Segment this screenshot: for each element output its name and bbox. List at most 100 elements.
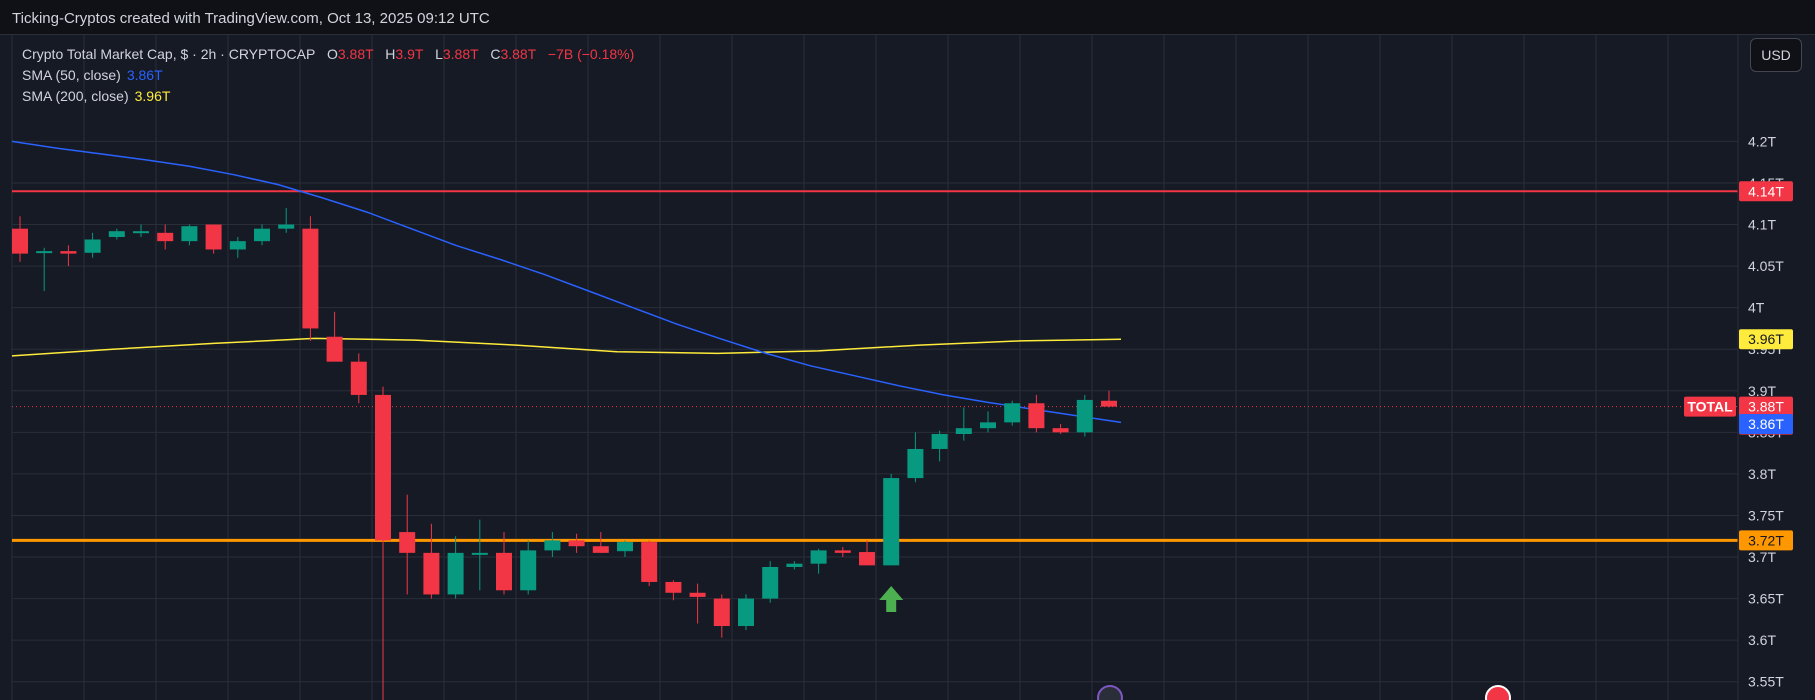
sma200-line bbox=[11, 337, 1122, 357]
candle-body bbox=[665, 581, 682, 593]
candle-body bbox=[1101, 400, 1117, 407]
support-tag: 3.72T bbox=[1748, 532, 1784, 548]
candle-body bbox=[423, 552, 440, 595]
sma200-label: SMA (200, close) bbox=[22, 88, 129, 104]
legend-open-label: O bbox=[326, 46, 338, 62]
candle-body bbox=[883, 478, 900, 566]
legend-high-label: H bbox=[385, 46, 396, 62]
attribution-bar: Ticking-Cryptos created with TradingView… bbox=[0, 0, 1815, 35]
candle-body bbox=[689, 592, 706, 597]
candle-body bbox=[713, 598, 730, 627]
candle-body bbox=[278, 224, 295, 229]
candle-body bbox=[84, 239, 101, 253]
candle-body bbox=[326, 336, 343, 362]
symbol-tag-bg bbox=[1684, 396, 1736, 417]
candle-body bbox=[931, 434, 948, 449]
candle-body bbox=[471, 552, 488, 555]
candle-body bbox=[1028, 403, 1045, 429]
candle-body bbox=[1076, 399, 1093, 433]
moving-averages bbox=[11, 140, 1122, 424]
candle-body bbox=[1004, 403, 1021, 423]
candle-body bbox=[786, 563, 803, 567]
sma200-tag-bg bbox=[1739, 329, 1793, 350]
candle-body bbox=[859, 552, 875, 566]
candle-body bbox=[36, 251, 53, 254]
legend-change: −7B (−0.18%) bbox=[547, 46, 635, 62]
support-tag-bg bbox=[1739, 530, 1793, 551]
candle-body bbox=[181, 226, 198, 242]
y-tick-label: 3.7T bbox=[1748, 549, 1776, 565]
candle-body bbox=[157, 232, 174, 242]
flash-icon bbox=[1097, 685, 1123, 700]
candle-body bbox=[907, 448, 924, 479]
candle-body bbox=[375, 394, 391, 541]
sma50-label: SMA (50, close) bbox=[22, 67, 121, 83]
candle-body bbox=[60, 251, 77, 254]
candle-body bbox=[133, 231, 149, 234]
sma50-tag-bg bbox=[1739, 414, 1793, 435]
sma50-line bbox=[11, 140, 1122, 424]
legend-open-value: 3.88T bbox=[337, 46, 374, 62]
currency-button[interactable]: USD bbox=[1750, 38, 1802, 72]
legend-ohlc-row[interactable]: Crypto Total Market Cap, $ · 2h · CRYPTO… bbox=[22, 44, 634, 65]
candle-body bbox=[108, 231, 125, 237]
legend-high-value: 3.9T bbox=[395, 46, 424, 62]
chart-icons bbox=[879, 586, 1511, 700]
candle-body bbox=[544, 540, 561, 551]
sma200-tag: 3.96T bbox=[1748, 331, 1784, 347]
legend-close-value: 3.88T bbox=[500, 46, 536, 62]
legend-sma50-row[interactable]: SMA (50, close) 3.86T bbox=[22, 65, 634, 86]
attribution-text: Ticking-Cryptos created with TradingView… bbox=[12, 10, 490, 27]
candle-body bbox=[399, 532, 416, 553]
legend-low-value: 3.88T bbox=[442, 46, 479, 62]
candle-body bbox=[641, 542, 658, 582]
candle-body bbox=[229, 241, 246, 250]
candle-body bbox=[762, 567, 779, 599]
legend-sma200-row[interactable]: SMA (200, close) 3.96T bbox=[22, 86, 634, 107]
candle-body bbox=[955, 428, 972, 434]
resistance-tag: 4.14T bbox=[1748, 183, 1784, 199]
legend-close-label: C bbox=[490, 46, 501, 62]
candle-body bbox=[1052, 428, 1069, 433]
y-tick-label: 3.8T bbox=[1748, 466, 1776, 482]
candle-body bbox=[254, 228, 270, 242]
symbol-tag: TOTAL bbox=[1687, 399, 1733, 415]
current-price-tag: 3.88T bbox=[1748, 399, 1784, 415]
y-tick-label: 3.6T bbox=[1748, 632, 1776, 648]
candle-body bbox=[592, 546, 609, 553]
y-tick-label: 4.1T bbox=[1748, 217, 1776, 233]
candle-body bbox=[12, 228, 28, 254]
chart-legend: Crypto Total Market Cap, $ · 2h · CRYPTO… bbox=[22, 44, 634, 107]
y-tick-label: 4.05T bbox=[1748, 258, 1784, 274]
candle-body bbox=[980, 422, 996, 429]
resistance-tag-bg bbox=[1739, 181, 1793, 202]
candle-body bbox=[738, 598, 754, 627]
candle-body bbox=[520, 550, 537, 591]
candle-body bbox=[447, 552, 464, 595]
candle-body bbox=[834, 550, 851, 553]
candle-body bbox=[496, 552, 512, 591]
us-flag-icon bbox=[1485, 685, 1511, 700]
sma200-value: 3.96T bbox=[134, 88, 171, 104]
chart-grid bbox=[11, 35, 1738, 700]
horizontal-lines bbox=[12, 190, 1738, 542]
candle-body bbox=[810, 550, 827, 564]
candle-body bbox=[205, 224, 222, 250]
sma50-tag: 3.86T bbox=[1748, 416, 1784, 432]
up-arrow-icon bbox=[879, 586, 904, 612]
y-tick-label: 3.65T bbox=[1748, 591, 1784, 607]
y-tick-label: 3.55T bbox=[1748, 674, 1784, 690]
candles bbox=[12, 207, 1117, 700]
price-axis: 3.55T3.6T3.65T3.7T3.75T3.8T3.85T3.9T3.95… bbox=[1737, 35, 1784, 700]
y-tick-label: 3.75T bbox=[1748, 507, 1784, 523]
y-tick-label: 4.2T bbox=[1748, 133, 1776, 149]
y-tick-label: 4T bbox=[1748, 300, 1765, 316]
legend-title: Crypto Total Market Cap, $ · 2h · CRYPTO… bbox=[22, 46, 316, 62]
legend-low-label: L bbox=[435, 46, 443, 62]
sma50-value: 3.86T bbox=[126, 67, 163, 83]
y-tick-label: 3.9T bbox=[1748, 383, 1776, 399]
candle-body bbox=[617, 542, 633, 552]
candle-body bbox=[302, 228, 319, 329]
